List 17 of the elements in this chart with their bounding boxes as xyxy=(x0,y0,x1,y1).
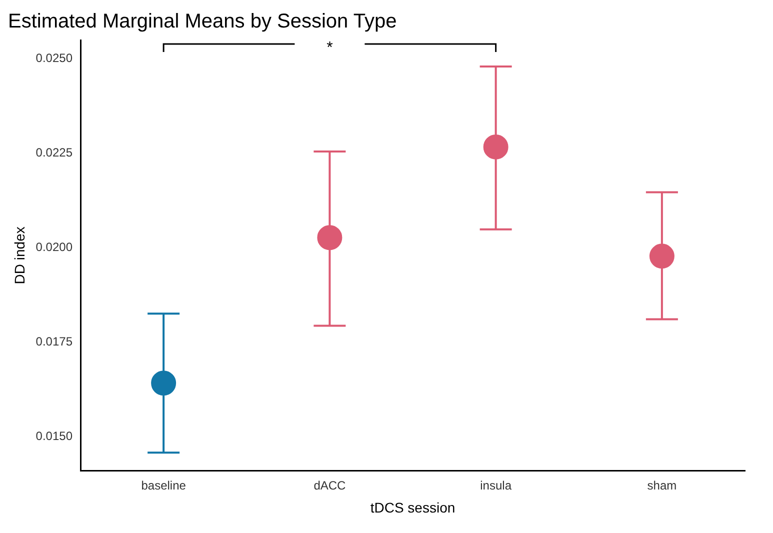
x-tick-label: baseline xyxy=(141,478,186,492)
point xyxy=(649,244,674,269)
y-tick-label: 0.0225 xyxy=(36,146,73,160)
annotation: * xyxy=(326,39,333,56)
x-tick-label: sham xyxy=(647,478,677,492)
point xyxy=(151,370,176,396)
x-tick-label: dACC xyxy=(314,478,346,492)
y-tick-label: 0.0150 xyxy=(36,429,73,444)
point xyxy=(483,134,508,160)
y-tick-label: 0.0250 xyxy=(36,51,73,66)
y-tick-label: 0.0200 xyxy=(36,240,73,254)
chart-title: Estimated Marginal Means by Session Type xyxy=(8,10,397,33)
x-tick-label: insula xyxy=(480,478,512,492)
x-axis-title: tDCS session xyxy=(370,499,456,516)
y-axis-title: DD index xyxy=(11,226,28,284)
y-tick-label: 0.0175 xyxy=(36,334,73,349)
point xyxy=(317,225,342,250)
